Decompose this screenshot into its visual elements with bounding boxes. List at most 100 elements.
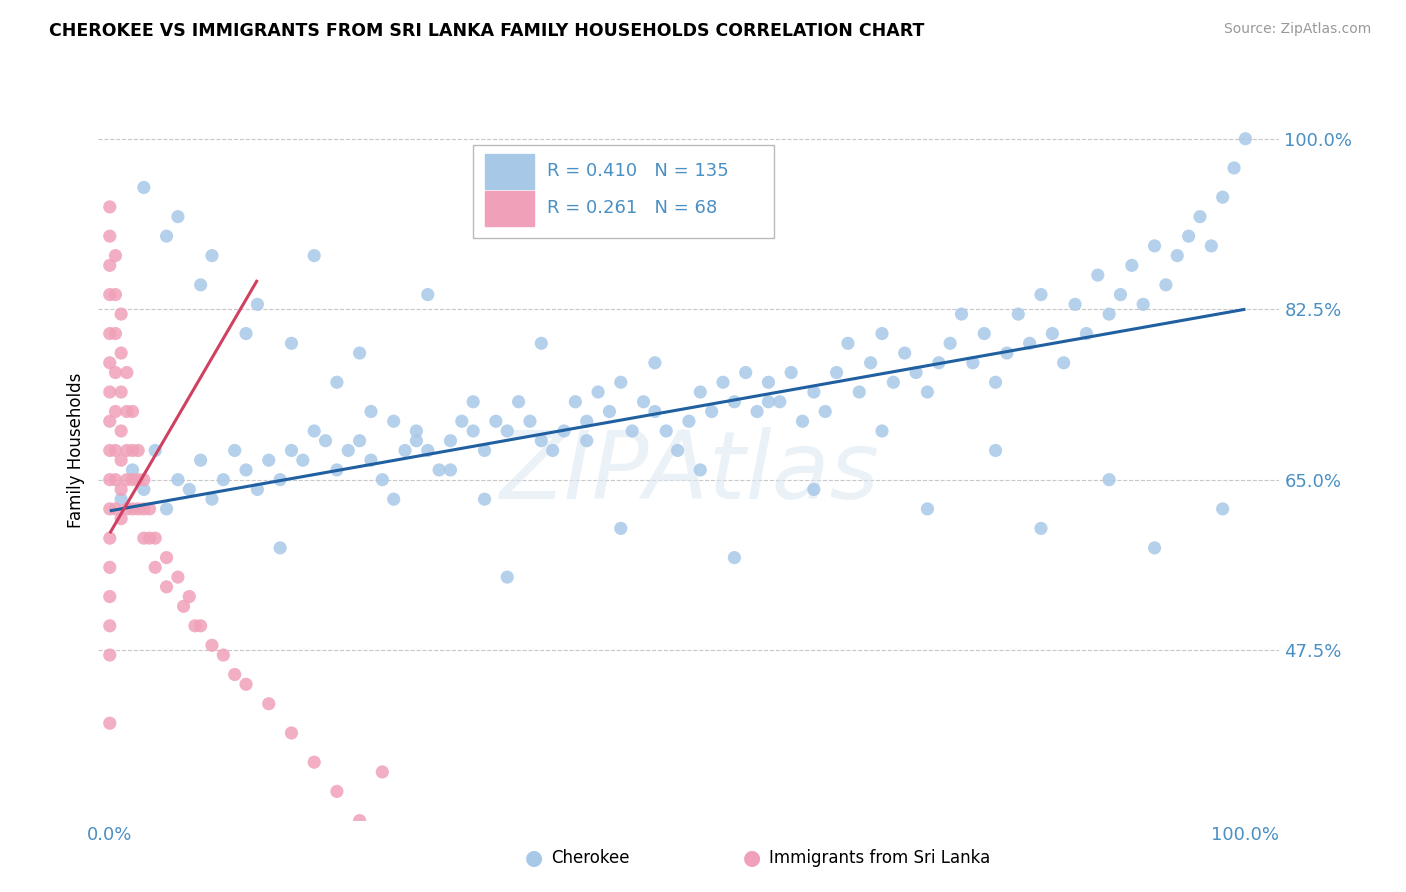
Point — [132, 502, 155, 516]
Point — [474, 443, 496, 458]
Point — [463, 394, 485, 409]
Point — [201, 249, 224, 263]
Point — [167, 570, 190, 584]
Point — [257, 453, 280, 467]
Text: Cherokee: Cherokee — [551, 849, 630, 867]
Point — [104, 502, 127, 516]
Point — [98, 287, 121, 301]
Point — [349, 346, 371, 360]
Point — [792, 414, 814, 428]
Point — [173, 599, 195, 614]
Point — [463, 424, 485, 438]
Point — [98, 560, 121, 574]
Text: Source: ZipAtlas.com: Source: ZipAtlas.com — [1223, 22, 1371, 37]
Point — [610, 521, 633, 535]
Point — [302, 249, 325, 263]
Point — [104, 326, 127, 341]
Text: ZIPAtlas: ZIPAtlas — [499, 427, 879, 518]
Point — [382, 414, 405, 428]
Point — [700, 404, 723, 418]
Point — [734, 366, 756, 380]
Point — [950, 307, 973, 321]
Point — [167, 473, 190, 487]
Point — [98, 473, 121, 487]
Point — [1098, 473, 1121, 487]
Point — [541, 443, 564, 458]
Point — [235, 463, 257, 477]
Point — [246, 297, 269, 311]
Point — [121, 404, 143, 418]
Point — [98, 356, 121, 370]
Point — [212, 648, 235, 662]
Point — [405, 424, 427, 438]
Point — [1018, 336, 1040, 351]
Point — [127, 473, 149, 487]
Point — [132, 180, 155, 194]
Point — [224, 443, 246, 458]
Point — [803, 483, 825, 497]
Point — [382, 492, 405, 507]
Point — [610, 376, 633, 390]
Point — [870, 326, 893, 341]
Point — [98, 590, 121, 604]
Point — [1188, 210, 1211, 224]
Point — [360, 453, 382, 467]
Point — [155, 580, 177, 594]
Point — [394, 443, 416, 458]
Point — [98, 502, 121, 516]
Point — [190, 619, 212, 633]
Point — [104, 249, 127, 263]
Point — [485, 414, 508, 428]
Point — [349, 434, 371, 448]
Point — [257, 697, 280, 711]
Point — [110, 453, 132, 467]
Point — [246, 483, 269, 497]
Point — [98, 619, 121, 633]
Point — [1029, 287, 1052, 301]
Point — [564, 394, 586, 409]
Point — [553, 424, 575, 438]
Point — [110, 492, 132, 507]
Point — [201, 638, 224, 652]
Point — [1143, 541, 1166, 555]
Point — [291, 453, 314, 467]
Point — [121, 443, 143, 458]
Point — [416, 443, 439, 458]
Point — [371, 473, 394, 487]
Point — [586, 384, 609, 399]
Point — [689, 384, 711, 399]
Point — [621, 424, 644, 438]
Point — [98, 648, 121, 662]
Point — [302, 424, 325, 438]
Point — [496, 570, 519, 584]
Point — [138, 502, 160, 516]
Point — [127, 443, 149, 458]
Point — [110, 483, 132, 497]
Bar — [485, 191, 534, 227]
Point — [439, 434, 461, 448]
Point — [939, 336, 962, 351]
Point — [98, 384, 121, 399]
Point — [326, 376, 349, 390]
Point — [201, 492, 224, 507]
Point — [235, 677, 257, 691]
Point — [1040, 326, 1063, 341]
Point — [167, 210, 190, 224]
Point — [644, 356, 666, 370]
Point — [893, 346, 915, 360]
Point — [678, 414, 700, 428]
Point — [530, 434, 553, 448]
Point — [110, 424, 132, 438]
Point — [711, 376, 734, 390]
Point — [769, 394, 792, 409]
Point — [132, 531, 155, 545]
Point — [870, 424, 893, 438]
Y-axis label: Family Households: Family Households — [66, 373, 84, 528]
Point — [530, 336, 553, 351]
Point — [928, 356, 950, 370]
Point — [1177, 229, 1199, 244]
Point — [98, 259, 121, 273]
Point — [98, 414, 121, 428]
Point — [179, 483, 201, 497]
Point — [98, 229, 121, 244]
